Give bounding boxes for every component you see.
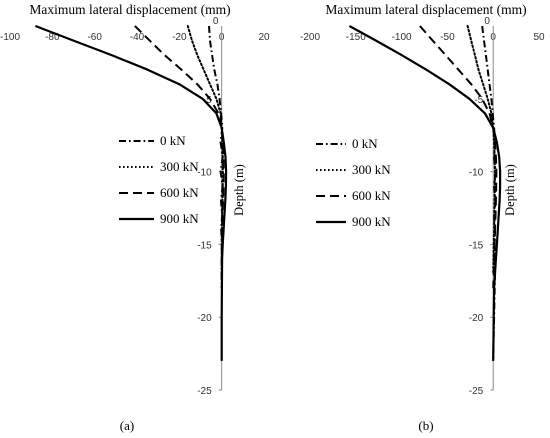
x-tick-label: -150 [346,32,366,43]
legend-label: 900 kN [352,214,391,229]
x-axis-title: Maximum lateral displacement (mm) [325,2,526,17]
legend-label: 900 kN [160,211,199,226]
legend-label: 300 kN [160,159,199,174]
y-tick-label: -5 [474,95,483,106]
y-axis-title: Depth (m) [503,164,517,216]
series-line-300-kn [186,25,224,275]
y-tick-label: -15 [469,240,484,251]
legend-label: 600 kN [352,188,391,203]
y-tick-label: 0 [484,16,490,27]
chart-panel-1: Maximum lateral displacement (mm)-100 -80… [0,2,270,433]
y-tick-label: -5 [203,95,212,106]
x-tick-label: -100 [0,32,20,43]
x-tick-label: 20 [258,32,270,43]
panel-label: (b) [418,418,433,433]
y-tick-label: -10 [197,168,212,179]
panel-label: (a) [120,418,134,433]
y-tick-label: -25 [197,386,212,397]
legend-label: 0 kN [160,133,186,148]
y-tick-label: -25 [469,386,484,397]
y-tick-label: -15 [197,240,212,251]
series-line-300-kn [466,25,496,275]
series-line-600-kn [134,25,225,289]
legend-label: 600 kN [160,185,199,200]
x-tick-label: -100 [392,32,412,43]
legend-label: 0 kN [352,136,378,151]
x-axis-title: Maximum lateral displacement (mm) [29,2,230,17]
y-tick-label: -20 [469,313,484,324]
chart-panel-2: Maximum lateral displacement (mm)-200 -15… [300,2,545,433]
series-line-900-kn [348,25,502,361]
y-tick-label: -10 [469,168,484,179]
series-line-600-kn [419,25,498,289]
x-tick-label: 50 [533,32,545,43]
y-tick-label: 0 [213,16,219,27]
x-tick-label: -60 [87,32,102,43]
x-tick-label: -40 [130,32,145,43]
x-tick-label: -80 [45,32,60,43]
series-line-900-kn [35,24,228,361]
y-axis-title: Depth (m) [232,164,246,216]
x-tick-label: -20 [172,32,187,43]
x-tick-label: -50 [440,32,455,43]
x-tick-label: -200 [300,32,320,43]
legend-label: 300 kN [352,162,391,177]
y-tick-label: -20 [197,313,212,324]
